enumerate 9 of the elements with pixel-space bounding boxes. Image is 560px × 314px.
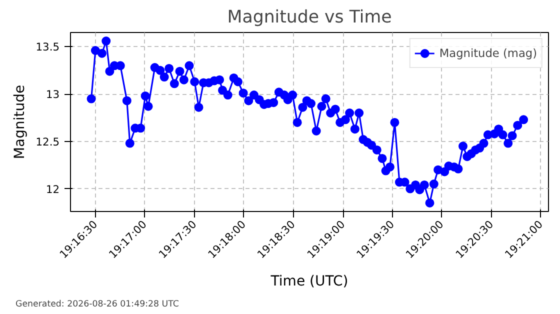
y-axis-title: Magnitude [12, 84, 28, 160]
y-tick-label: 12.5 [36, 135, 60, 148]
y-tick-label: 13.5 [36, 40, 60, 54]
chart-title: Magnitude vs Time [227, 8, 392, 28]
legend-label: Magnitude (mag) [439, 46, 537, 60]
text: Generated: 2026-08-26 01:49:28 UTC [16, 300, 179, 310]
y-tick-label: 13 [46, 88, 60, 102]
y-tick-label: 12 [46, 182, 60, 196]
x-axis-title: Time (UTC) [270, 274, 348, 290]
